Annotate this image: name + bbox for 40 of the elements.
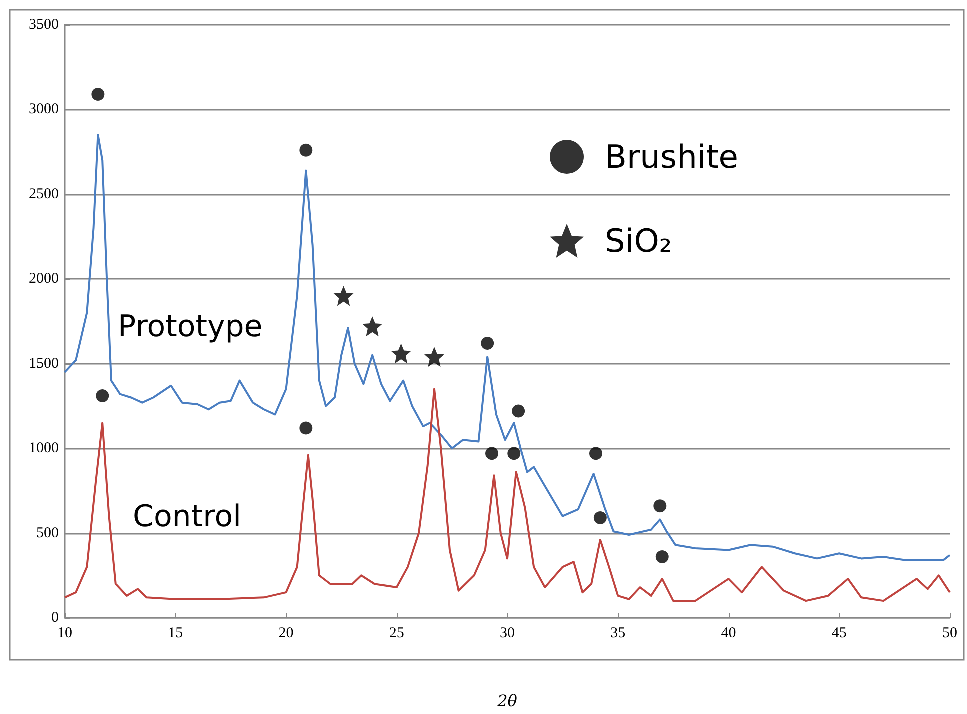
legend-label: SiO₂ (605, 222, 672, 260)
point (334, 286, 354, 306)
y-tick-label: 3500 (29, 17, 59, 33)
x-tick-label: 35 (610, 626, 626, 642)
x-tick-label: 10 (58, 626, 72, 642)
point (594, 512, 607, 525)
y-tick-label: 3000 (29, 102, 59, 118)
y-tick-label: 2500 (29, 186, 59, 202)
x-tick-label: 20 (278, 626, 294, 642)
series-label: Control (133, 500, 242, 534)
x-tick-label: 50 (942, 626, 958, 642)
line-series (64, 134, 951, 562)
y-tick-label: 1500 (29, 356, 59, 372)
point (508, 447, 521, 460)
x-tick-label: 40 (721, 626, 736, 642)
line-series (64, 388, 951, 602)
point (590, 447, 602, 460)
point (96, 390, 110, 403)
point (362, 316, 383, 337)
series-label: Prototype (118, 310, 263, 344)
legend-label: Brushite (605, 138, 738, 176)
x-tick-label: 25 (389, 626, 404, 642)
point (486, 447, 499, 460)
point (656, 550, 669, 564)
x-axis-title: 2θ (496, 692, 518, 710)
point (391, 344, 412, 364)
point (300, 422, 313, 435)
x-tick-label: 45 (832, 626, 847, 642)
y-tick-label: 1000 (29, 440, 59, 457)
y-tick-label: 500 (36, 525, 59, 542)
x-tick-label: 30 (500, 626, 515, 642)
point (424, 347, 444, 368)
y-tick-label: 0 (52, 610, 59, 626)
y-tick-label: 2000 (29, 271, 59, 288)
x-tick-label: 15 (168, 626, 184, 642)
point (512, 404, 526, 418)
point (92, 88, 105, 101)
point (481, 337, 494, 350)
point (654, 500, 667, 513)
point (300, 144, 313, 157)
